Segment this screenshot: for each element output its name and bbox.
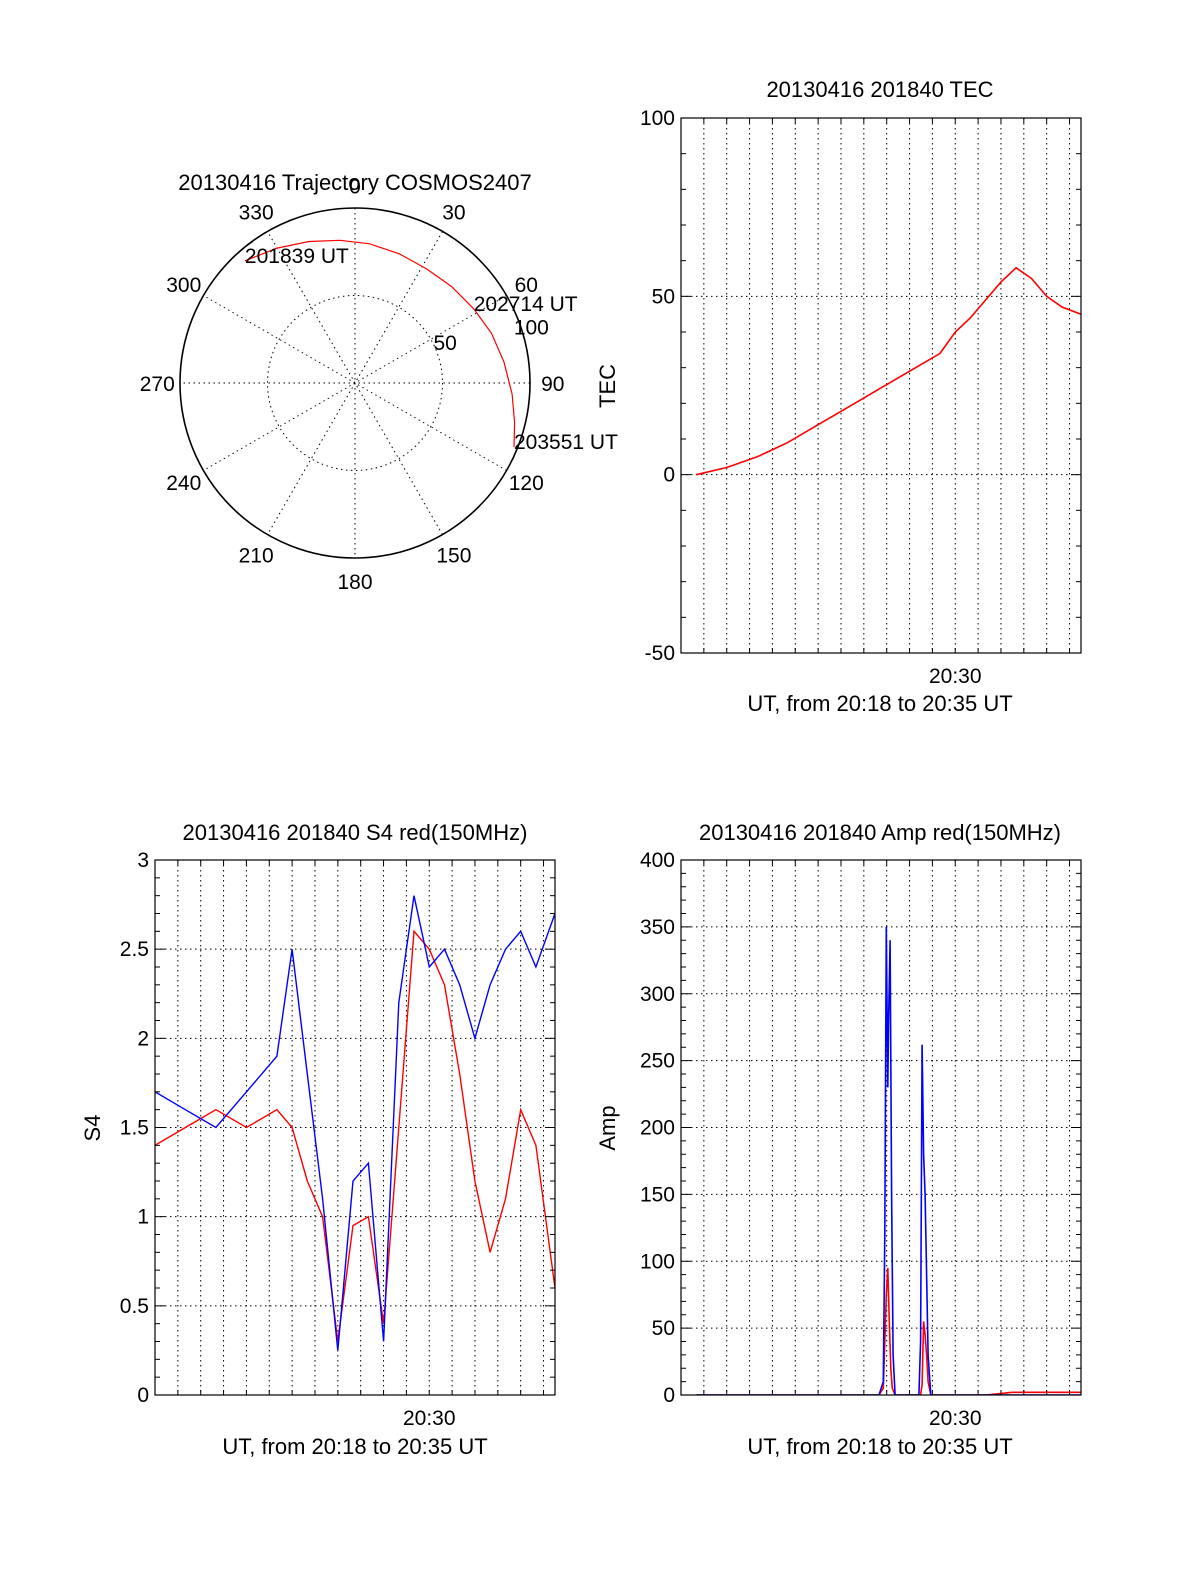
azimuth-label: 180 — [337, 571, 372, 594]
y-tick-label: 1.5 — [120, 1117, 149, 1140]
y-tick-label: 0.5 — [120, 1295, 149, 1318]
azimuth-label: 90 — [541, 373, 564, 396]
y-tick-label: 1 — [137, 1206, 149, 1229]
y-tick-label: 200 — [640, 1117, 675, 1140]
tec-ylabel: TEC — [595, 364, 620, 408]
polar-labels: 0 30 60 90 120 150 180 210 240 270 300 330 50 100 — [140, 175, 565, 594]
s4-xlabel: UT, from 20:18 to 20:35 UT — [222, 1434, 487, 1459]
polar-panel: 20130416 Trajectory COSMOS2407 0 30 60 90 12… — [140, 170, 618, 594]
series-line-0 — [155, 929, 555, 1342]
trajectory-line — [244, 239, 516, 448]
time-annotation: 201839 UT — [245, 245, 349, 268]
polar-inner-ring — [267, 295, 443, 471]
y-tick-label: 100 — [640, 107, 675, 130]
y-tick-label: 300 — [640, 983, 675, 1006]
amp-ylabel: Amp — [595, 1105, 620, 1150]
tec-panel: 20130416 201840 TEC TEC UT, from 20:18 t… — [595, 77, 1082, 716]
polar-spoke — [267, 231, 443, 535]
y-tick-label: 0 — [663, 1384, 675, 1407]
y-tick-label: 250 — [640, 1050, 675, 1073]
tec-title: 20130416 201840 TEC — [766, 77, 993, 102]
azimuth-label: 150 — [436, 544, 471, 567]
azimuth-label: 60 — [515, 274, 538, 297]
radius-label: 100 — [514, 317, 549, 340]
azimuth-label: 120 — [509, 472, 544, 495]
y-tick-label: 100 — [640, 1250, 675, 1273]
series-line-0 — [696, 1267, 1081, 1395]
y-tick-label: 0 — [137, 1384, 149, 1407]
s4-panel: 20130416 201840 S4 red(150MHz) S4 UT, fr… — [80, 820, 556, 1459]
minor-ticks — [680, 117, 1081, 654]
polar-trajectory: 201839 UT 202714 UT 203551 UT — [244, 239, 618, 454]
s4-title: 20130416 201840 S4 red(150MHz) — [183, 820, 528, 845]
polar-grid — [179, 207, 531, 559]
series-group — [696, 266, 1081, 476]
grid-lines — [155, 860, 555, 1395]
time-annotation: 203551 UT — [514, 431, 618, 454]
x-tick-label: 20:30 — [403, 1407, 456, 1430]
minor-ticks — [680, 859, 1081, 1396]
azimuth-label: 210 — [239, 544, 274, 567]
azimuth-label: 300 — [166, 274, 201, 297]
azimuth-label: 270 — [140, 373, 175, 396]
y-tick-label: 50 — [652, 285, 675, 308]
series-group — [155, 895, 555, 1351]
y-tick-label: 400 — [640, 849, 675, 872]
grid-lines — [681, 860, 1081, 1395]
y-tick-label: -50 — [645, 642, 675, 665]
polar-title: 20130416 Trajectory COSMOS2407 — [178, 170, 531, 195]
azimuth-label: 30 — [442, 202, 465, 225]
series-line-1 — [155, 895, 555, 1351]
y-tick-label: 150 — [640, 1183, 675, 1206]
amp-xlabel: UT, from 20:18 to 20:35 UT — [747, 1434, 1012, 1459]
y-tick-label: 3 — [137, 849, 149, 872]
y-tick-label: 2.5 — [120, 938, 149, 961]
minor-ticks — [154, 859, 555, 1396]
azimuth-label: 240 — [166, 472, 201, 495]
y-tick-label: 350 — [640, 916, 675, 939]
grid-lines — [681, 118, 1081, 653]
amp-title: 20130416 201840 Amp red(150MHz) — [699, 820, 1061, 845]
y-tick-label: 0 — [663, 464, 675, 487]
x-tick-label: 20:30 — [929, 1407, 982, 1430]
y-tick-label: 2 — [137, 1027, 149, 1050]
series-group — [696, 926, 1081, 1395]
azimuth-label: 0 — [349, 175, 361, 198]
radius-label: 50 — [433, 332, 456, 355]
tec-xlabel: UT, from 20:18 to 20:35 UT — [747, 691, 1012, 716]
time-annotation: 202714 UT — [474, 293, 578, 316]
series-line-0 — [696, 266, 1081, 476]
y-tick-label: 50 — [652, 1317, 675, 1340]
amp-panel: 20130416 201840 Amp red(150MHz) Amp UT, … — [595, 820, 1082, 1459]
plot-frame — [680, 117, 1082, 654]
azimuth-label: 330 — [239, 202, 274, 225]
x-tick-label: 20:30 — [929, 665, 982, 688]
series-line-1 — [696, 926, 1081, 1395]
s4-ylabel: S4 — [80, 1115, 105, 1142]
